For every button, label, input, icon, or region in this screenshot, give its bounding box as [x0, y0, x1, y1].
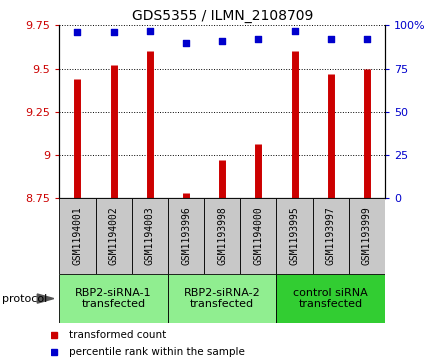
Text: GSM1193997: GSM1193997	[326, 207, 336, 265]
Text: control siRNA
transfected: control siRNA transfected	[293, 288, 368, 309]
Text: transformed count: transformed count	[69, 330, 166, 339]
Text: GSM1194003: GSM1194003	[145, 207, 155, 265]
Bar	[59, 198, 95, 274]
Point	[110, 29, 117, 35]
Text: GSM1193998: GSM1193998	[217, 207, 227, 265]
Bar	[276, 198, 313, 274]
Point	[147, 28, 154, 33]
Text: GSM1194002: GSM1194002	[109, 207, 119, 265]
Bar	[59, 274, 168, 323]
Text: GSM1193999: GSM1193999	[362, 207, 372, 265]
Text: percentile rank within the sample: percentile rank within the sample	[69, 347, 245, 357]
Bar	[132, 198, 168, 274]
Bar	[349, 198, 385, 274]
Bar	[313, 198, 349, 274]
Polygon shape	[37, 294, 54, 303]
Text: RBP2-siRNA-2
transfected: RBP2-siRNA-2 transfected	[184, 288, 260, 309]
Bar	[168, 274, 276, 323]
Bar	[276, 274, 385, 323]
Text: GSM1194001: GSM1194001	[73, 207, 82, 265]
Text: GSM1193996: GSM1193996	[181, 207, 191, 265]
Bar	[204, 198, 240, 274]
Title: GDS5355 / ILMN_2108709: GDS5355 / ILMN_2108709	[132, 9, 313, 23]
Text: protocol: protocol	[2, 294, 48, 303]
Text: RBP2-siRNA-1
transfected: RBP2-siRNA-1 transfected	[75, 288, 152, 309]
Bar	[95, 198, 132, 274]
Bar	[240, 198, 276, 274]
Point	[291, 28, 298, 33]
Point	[74, 29, 81, 35]
Point	[255, 36, 262, 42]
Bar	[168, 198, 204, 274]
Text: GSM1194000: GSM1194000	[253, 207, 264, 265]
Point	[183, 40, 190, 46]
Point	[219, 38, 226, 44]
Point	[327, 36, 334, 42]
Text: GSM1193995: GSM1193995	[290, 207, 300, 265]
Point	[363, 36, 370, 42]
